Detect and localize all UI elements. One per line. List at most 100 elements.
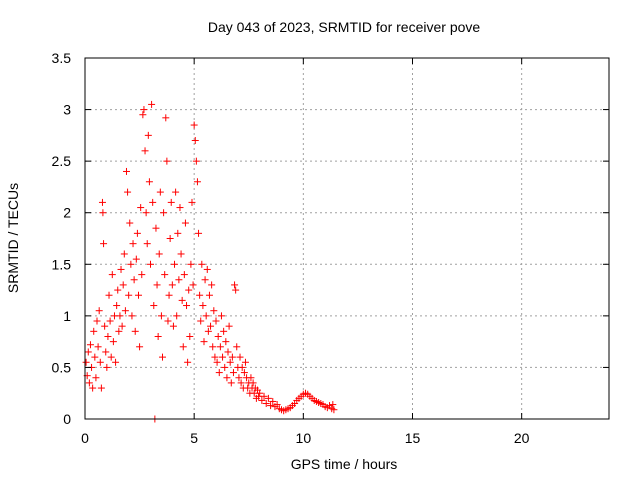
data-point [165,291,173,299]
data-point [183,302,191,310]
data-point [198,260,206,268]
data-point [154,332,162,340]
x-tick-label: 0 [81,430,89,446]
data-point [173,312,181,320]
x-tick-label: 10 [296,430,312,446]
data-point [91,353,99,361]
data-point [195,229,203,237]
data-point [116,312,124,320]
data-point [103,363,111,371]
data-point [269,397,277,405]
data-point [107,353,115,361]
data-point [149,198,157,206]
data-point [82,358,90,366]
data-point [100,240,108,248]
data-point [99,209,107,217]
data-point [174,229,182,237]
data-point [104,332,112,340]
y-axis-label: SRMTID / TECUs [5,183,21,293]
data-point [167,198,175,206]
data-point [122,167,130,175]
data-point [144,131,152,139]
data-point [208,281,216,289]
y-tick-label: 3.5 [52,50,72,66]
data-point [89,384,97,392]
data-point [130,276,138,284]
data-point [142,209,150,217]
data-point [94,343,102,351]
data-point [84,348,92,356]
data-point [220,327,228,335]
data-point [224,348,232,356]
data-point [140,106,148,114]
data-point [109,338,117,346]
data-point [114,286,122,294]
data-point [127,260,135,268]
data-point [115,327,123,335]
data-point [185,286,193,294]
data-point [101,322,109,330]
data-point [256,389,264,397]
data-point [172,188,180,196]
data-point [176,204,184,212]
data-point [247,374,255,382]
data-point [191,137,199,145]
data-point [160,209,168,217]
data-point [113,302,121,310]
data-point [97,384,105,392]
data-point [204,327,212,335]
data-point [157,312,165,320]
data-point [128,312,136,320]
data-point [229,369,237,377]
data-point [155,250,163,258]
data-point [215,369,223,377]
data-point [210,307,218,315]
data-point [227,379,235,387]
data-point [152,224,160,232]
data-point [179,343,187,351]
data-point [132,255,140,263]
data-point [163,157,171,165]
data-point [121,307,129,315]
data-point [147,260,154,268]
data-point [238,363,246,371]
data-point [124,188,132,196]
data-point [193,178,201,186]
data-point [171,260,179,268]
data-point [233,343,241,351]
data-point [219,353,227,361]
data-point [105,291,113,299]
data-point [120,250,128,258]
data-point [213,358,221,366]
data-point [86,341,94,349]
data-point [249,379,257,387]
data-point [228,353,236,361]
data-point [177,250,185,258]
data-point [117,265,125,273]
data-point [161,271,169,279]
data-point [126,219,134,227]
plot-frame [84,57,610,420]
data-point [190,121,198,129]
data-point [164,317,172,325]
data-points [82,100,338,423]
data-point [145,178,153,186]
data-point [136,343,144,351]
data-point [96,358,104,366]
data-point [237,379,245,387]
data-point [178,296,186,304]
y-tick-label: 3 [63,102,71,118]
data-point [186,332,194,340]
data-point [231,281,239,289]
data-point [108,271,116,279]
data-point [106,317,114,325]
y-tick-label: 0.5 [52,359,72,375]
data-point [235,374,243,382]
data-point [200,338,208,346]
data-point [131,327,139,335]
data-point [241,358,249,366]
data-point [226,358,234,366]
grid-lines [85,58,609,419]
data-point [139,111,147,119]
x-tick-label: 15 [405,430,421,446]
